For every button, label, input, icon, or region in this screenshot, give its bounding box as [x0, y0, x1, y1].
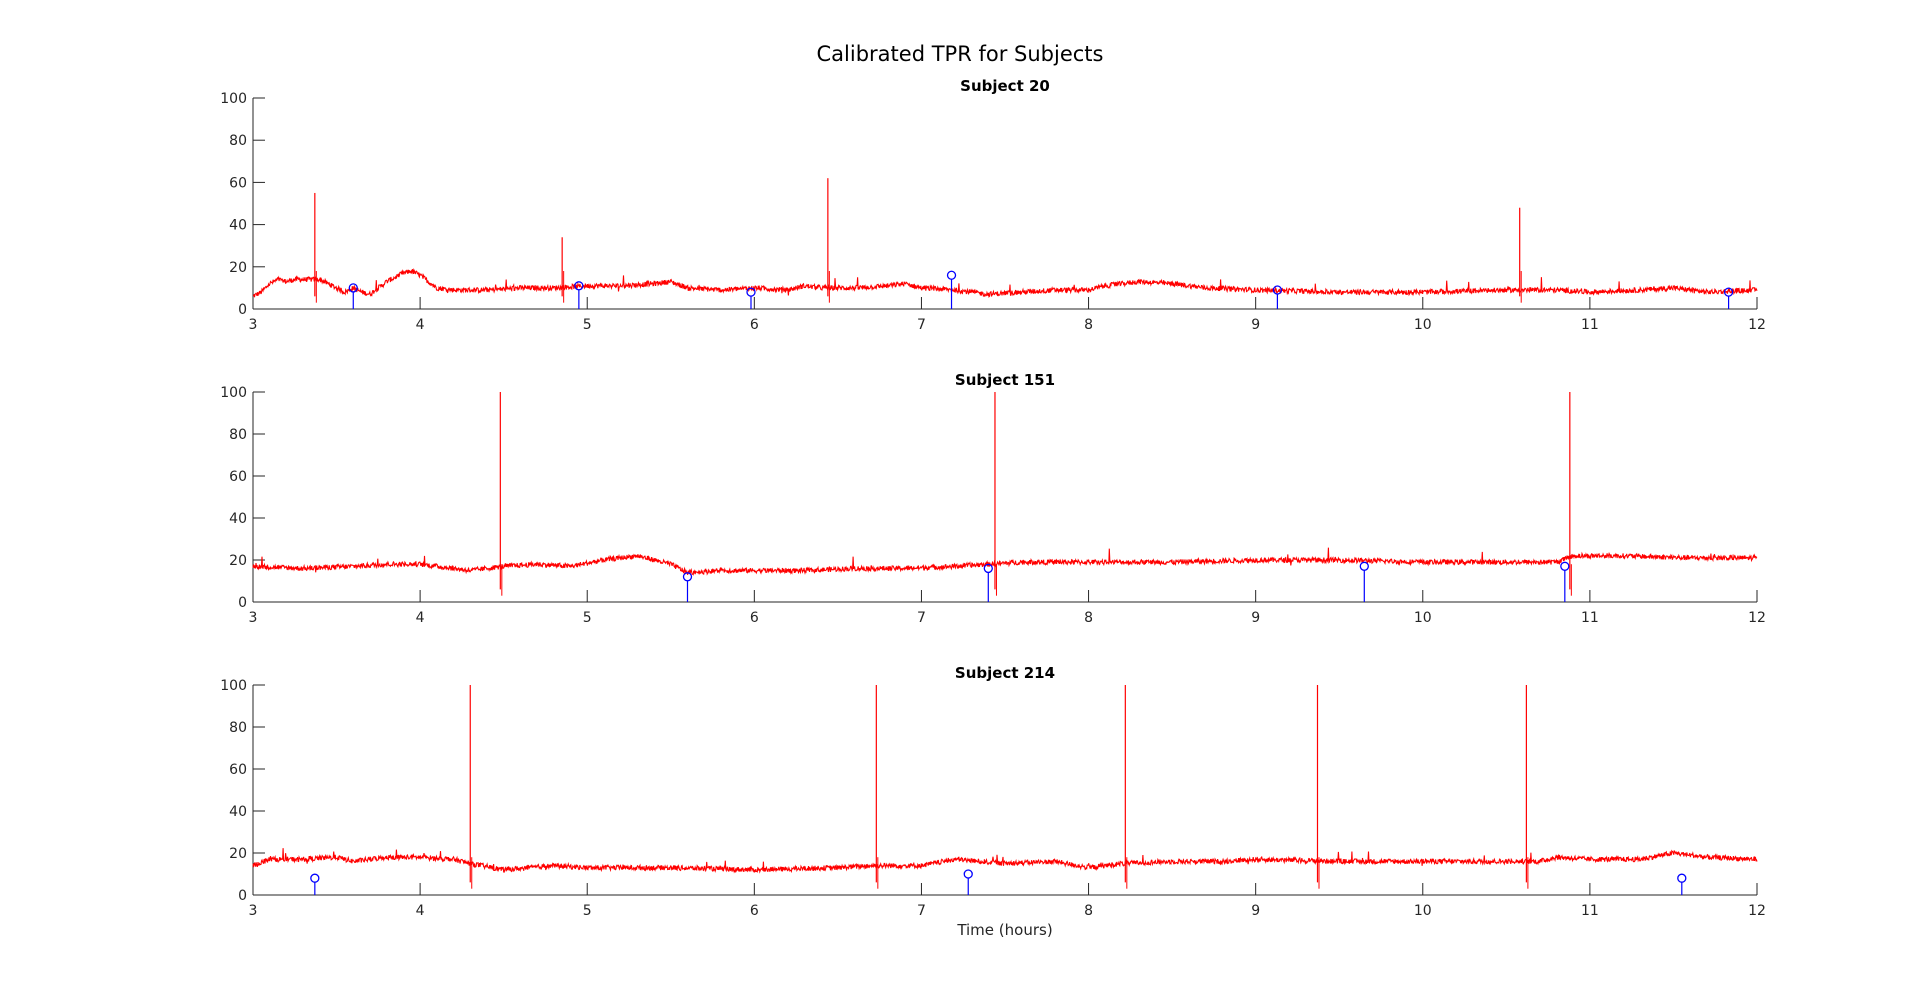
stem-marker [1360, 562, 1368, 570]
signal-trace [253, 269, 1757, 297]
y-tick-label: 100 [220, 385, 247, 401]
x-tick-label: 10 [1414, 317, 1432, 333]
x-tick-label: 8 [1084, 610, 1093, 626]
x-tick-label: 6 [750, 317, 759, 333]
x-tick-label: 9 [1251, 610, 1260, 626]
x-tick-label: 3 [249, 903, 258, 919]
x-tick-label: 6 [750, 610, 759, 626]
y-tick-label: 100 [220, 91, 247, 107]
x-tick-label: 6 [750, 903, 759, 919]
signal-trace [253, 848, 1757, 872]
stem-marker [311, 874, 319, 882]
x-tick-label: 7 [917, 610, 926, 626]
y-tick-label: 60 [229, 469, 247, 485]
y-tick-label: 0 [238, 888, 247, 904]
x-tick-label: 11 [1581, 610, 1599, 626]
y-tick-label: 80 [229, 133, 247, 149]
y-tick-label: 60 [229, 762, 247, 778]
subplot-title: Subject 20 [960, 77, 1050, 95]
signal-trace [253, 548, 1757, 575]
x-tick-label: 7 [917, 903, 926, 919]
x-tick-label: 7 [917, 317, 926, 333]
x-tick-label: 8 [1084, 317, 1093, 333]
x-tick-label: 11 [1581, 903, 1599, 919]
y-tick-label: 60 [229, 175, 247, 191]
x-axis-label: Time (hours) [956, 921, 1052, 939]
y-tick-label: 0 [238, 595, 247, 611]
x-tick-label: 4 [416, 610, 425, 626]
y-tick-label: 20 [229, 260, 247, 276]
x-tick-label: 4 [416, 317, 425, 333]
y-tick-label: 40 [229, 511, 247, 527]
x-tick-label: 5 [583, 903, 592, 919]
subplot-title: Subject 151 [955, 371, 1055, 389]
subplot-subject-151: Subject 151 0 20 40 60 80 100 3 4 5 6 7 8 9 10 11 12 [220, 371, 1766, 626]
stem-marker [948, 271, 956, 279]
x-tick-label: 3 [249, 317, 258, 333]
subplot-subject-20: Subject 20 0 20 40 60 80 100 3 4 5 6 7 8 9 10 11 12 [220, 77, 1766, 333]
stem-marker [1561, 562, 1569, 570]
x-tick-label: 4 [416, 903, 425, 919]
x-tick-label: 9 [1251, 317, 1260, 333]
y-tick-label: 40 [229, 804, 247, 820]
y-tick-label: 100 [220, 678, 247, 694]
x-tick-label: 8 [1084, 903, 1093, 919]
x-tick-label: 12 [1748, 317, 1766, 333]
y-tick-label: 40 [229, 218, 247, 234]
x-tick-label: 3 [249, 610, 258, 626]
x-tick-label: 5 [583, 317, 592, 333]
x-tick-label: 9 [1251, 903, 1260, 919]
x-tick-label: 12 [1748, 610, 1766, 626]
y-tick-label: 20 [229, 553, 247, 569]
x-tick-label: 5 [583, 610, 592, 626]
x-tick-label: 10 [1414, 903, 1432, 919]
stem-marker [1678, 874, 1686, 882]
y-tick-label: 20 [229, 846, 247, 862]
subplot-title: Subject 214 [955, 664, 1055, 682]
x-tick-label: 11 [1581, 317, 1599, 333]
x-tick-label: 10 [1414, 610, 1432, 626]
stem-marker [964, 870, 972, 878]
y-tick-label: 0 [238, 302, 247, 318]
y-tick-label: 80 [229, 427, 247, 443]
y-tick-label: 80 [229, 720, 247, 736]
subplot-subject-214: Subject 214 0 20 40 60 80 100 3 4 5 6 7 8 9 10 11 12 Time… [220, 664, 1766, 939]
x-tick-label: 12 [1748, 903, 1766, 919]
